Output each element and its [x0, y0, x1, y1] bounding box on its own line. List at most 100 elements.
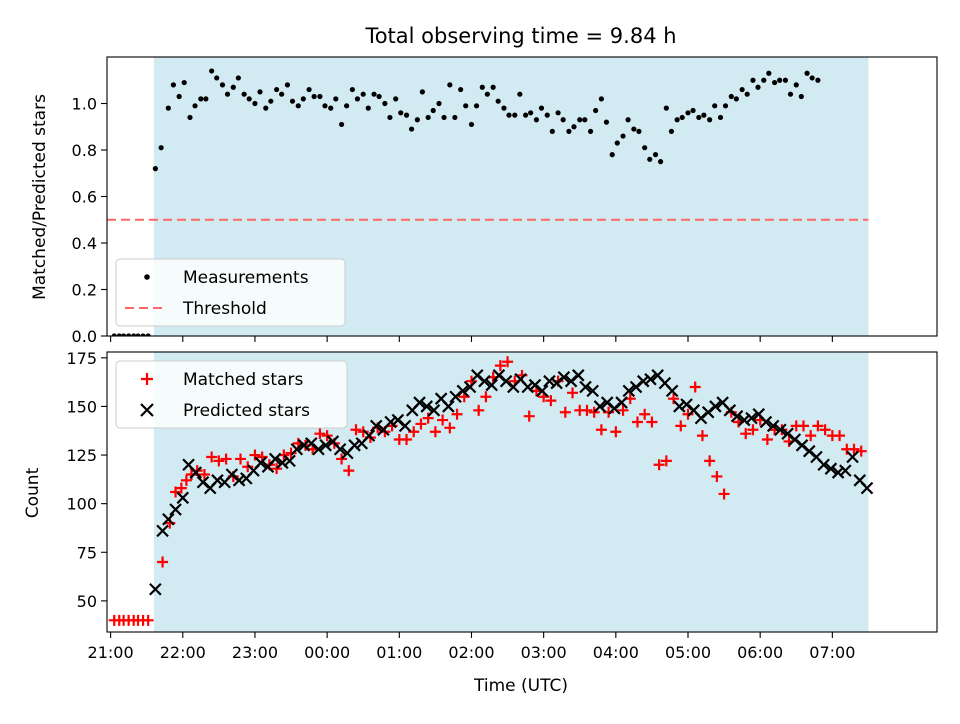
matched-star-point — [242, 461, 254, 473]
matched-star-point — [213, 455, 225, 467]
measurement-point — [631, 126, 637, 132]
measurement-point — [722, 103, 729, 109]
matched-star-point — [761, 434, 773, 445]
measurement-point — [224, 91, 231, 97]
matched-star-point — [198, 469, 210, 480]
bottom-frame — [106, 351, 938, 633]
matched-star-point — [343, 465, 355, 477]
measurement-point — [566, 128, 572, 134]
top-y-axis-label: Matched/Predicted stars — [30, 94, 50, 300]
measurement-point — [306, 86, 312, 93]
measurement-point — [131, 333, 137, 336]
predicted-star-point — [319, 439, 332, 452]
measurement-point — [544, 112, 550, 118]
legend-plus-marker — [141, 373, 153, 385]
predicted-star-point — [169, 503, 182, 516]
predicted-star-point — [268, 452, 282, 466]
measurement-point — [707, 117, 713, 123]
matched-star-point — [350, 424, 362, 436]
measurement-point — [674, 117, 680, 123]
predicted-star-point — [384, 415, 397, 429]
measurement-point — [126, 333, 132, 336]
chart-title: Total observing time = 9.84 h — [364, 24, 676, 48]
measurement-point — [152, 166, 158, 172]
predicted-star-point — [745, 411, 758, 425]
predicted-star-point — [485, 378, 498, 392]
measurement-point — [328, 105, 334, 111]
x-tick-label: 04:00 — [593, 643, 639, 662]
x-tick-label: 21:00 — [88, 643, 134, 662]
measurement-point — [717, 114, 724, 121]
predicted-star-point — [665, 384, 679, 398]
measurement-point — [679, 114, 685, 121]
predicted-star-point — [232, 474, 246, 487]
predicted-star-point — [290, 442, 304, 456]
bottom-legend-box — [115, 360, 348, 429]
matched-star-point — [157, 556, 169, 568]
measurement-point — [230, 84, 236, 90]
matched-star-point — [142, 614, 154, 626]
measurement-point — [365, 105, 371, 111]
measurement-point — [121, 333, 127, 336]
measurement-point — [560, 117, 566, 123]
bottom-panel: 50 75 100 125 150 175 21:00 22:00 23:00 00:00 01:0… — [66, 349, 938, 662]
x-tick-label: 22:00 — [160, 643, 206, 662]
matched-star-point — [314, 428, 326, 440]
bottom-y-tick-label: 50 — [77, 592, 97, 611]
measurement-point — [300, 96, 306, 102]
predicted-star-point — [860, 481, 874, 495]
measurement-point — [809, 75, 815, 81]
top-legend-box — [115, 258, 346, 327]
measurement-point — [766, 70, 772, 76]
x-tick-label: 03:00 — [521, 643, 567, 662]
matched-star-point — [285, 447, 297, 459]
matched-star-point — [610, 426, 622, 438]
measurement-point — [425, 114, 431, 121]
measurement-point — [804, 70, 810, 76]
measurement-point — [777, 77, 783, 83]
matched-star-point — [747, 424, 759, 436]
matched-star-point — [321, 430, 333, 442]
matched-star-point — [711, 470, 723, 482]
measurement-point — [484, 91, 490, 97]
top-y-tick-label: 0.0 — [72, 327, 97, 346]
measurement-point — [235, 75, 241, 81]
predicted-star-point — [211, 474, 224, 487]
top-y-tick-label: 0.6 — [72, 188, 97, 207]
measurement-point — [571, 124, 577, 130]
top-panel: 0.0 0.2 0.4 0.6 0.8 1.0 Measurements Threshold — [72, 56, 938, 346]
measurement-point — [479, 84, 485, 90]
predicted-star-point — [413, 396, 426, 409]
measurement-point — [192, 103, 198, 109]
matched-star-point — [834, 430, 846, 442]
predicted-star-point — [579, 380, 592, 394]
measurement-point — [354, 96, 361, 102]
measurement-point — [750, 77, 756, 83]
matched-star-point — [689, 381, 701, 393]
predicted-star-point — [839, 464, 852, 477]
measurement-point — [219, 82, 226, 88]
measurement-point — [793, 82, 799, 88]
matched-star-point — [206, 451, 218, 463]
measurement-point — [468, 121, 475, 128]
measurement-point — [338, 121, 345, 128]
measurement-point — [279, 91, 285, 97]
measurement-point — [436, 100, 442, 107]
measurement-point — [382, 100, 388, 107]
matched-star-point — [559, 406, 571, 418]
matched-star-point — [357, 426, 369, 438]
predicted-star-point — [831, 466, 845, 479]
predicted-star-point — [420, 400, 434, 413]
predicted-star-point — [730, 409, 744, 423]
measurement-point — [322, 103, 328, 109]
matched-star-point — [451, 408, 463, 420]
matched-star-point — [567, 387, 579, 399]
measurement-point — [463, 103, 469, 109]
x-tick-label: 02:00 — [448, 643, 494, 662]
measurement-point — [473, 103, 480, 109]
measurement-point — [490, 84, 496, 90]
measurement-point — [517, 91, 523, 97]
measurement-point — [403, 112, 410, 118]
measurement-point — [209, 68, 215, 74]
